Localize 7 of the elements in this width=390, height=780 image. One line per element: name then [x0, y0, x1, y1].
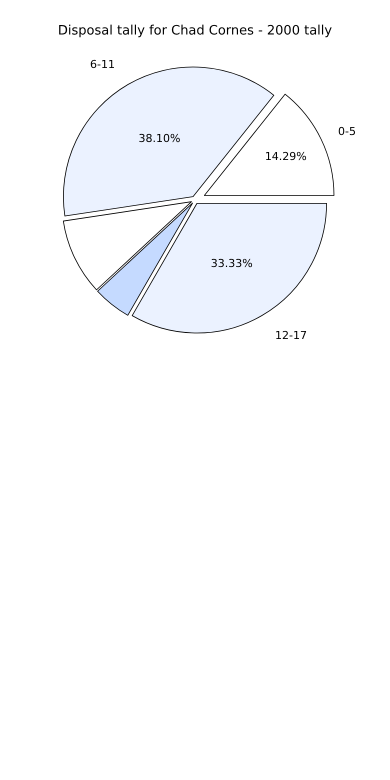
slice-label: 6-11	[90, 58, 115, 71]
slice-label: 12-17	[275, 329, 307, 342]
data-label: 38.10%	[138, 132, 180, 146]
data-label: 33.33%	[210, 257, 253, 270]
data-label: 14.29%	[264, 150, 307, 163]
slice-label: 0-5	[338, 125, 356, 138]
chart-title: Disposal tally for Chad Cornes - 2000 tally	[58, 24, 332, 39]
